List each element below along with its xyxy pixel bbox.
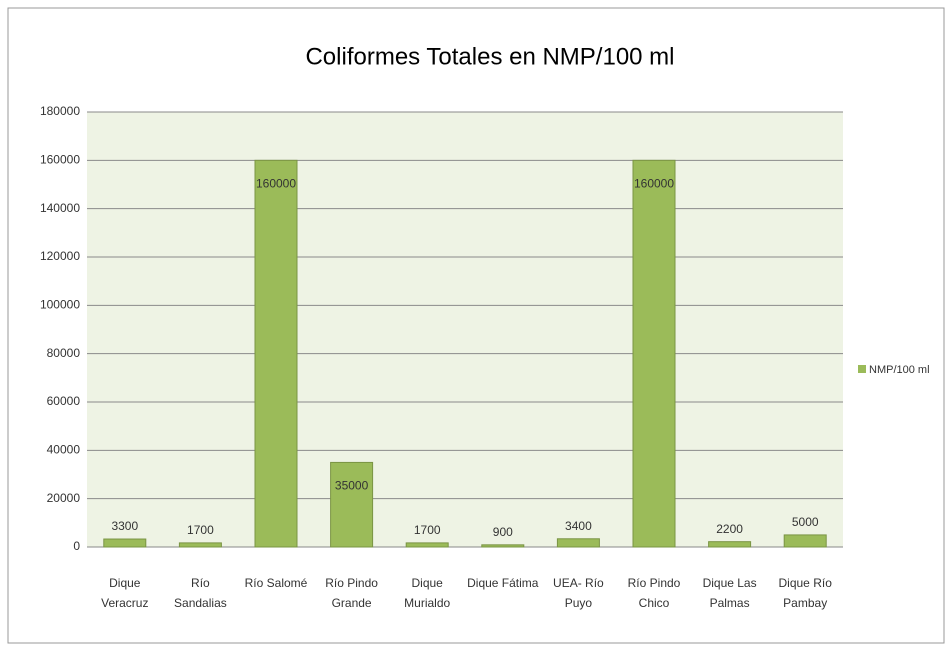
x-tick-label: Dique Las Palmas [702, 576, 757, 610]
data-label: 1700 [187, 523, 214, 537]
x-tick-label: Río Salomé [244, 576, 308, 590]
bar [330, 461, 374, 548]
y-tick-label: 40000 [47, 443, 81, 457]
y-tick-label: 20000 [47, 491, 81, 505]
y-tick-label: 0 [73, 539, 80, 553]
data-label: 900 [493, 525, 513, 539]
x-tick-label: Río Pindo Grande [325, 576, 378, 610]
y-tick-label: 140000 [40, 201, 80, 215]
legend-label: NMP/100 ml [869, 364, 930, 376]
bar [103, 538, 147, 548]
bar [481, 544, 525, 548]
y-tick-label: 80000 [47, 346, 81, 360]
bar [405, 542, 449, 548]
x-tick-label: Dique Murialdo [404, 576, 451, 610]
y-tick-label: 180000 [40, 104, 80, 118]
x-tick-label: Dique Fátima [467, 576, 539, 590]
data-label: 5000 [792, 515, 819, 529]
bar [556, 538, 600, 548]
data-label: 1700 [414, 523, 441, 537]
data-label: 35000 [335, 479, 369, 493]
data-label: 3400 [565, 519, 592, 533]
data-label: 3300 [111, 519, 138, 533]
x-tick-label: Río Pindo Chico [627, 576, 681, 610]
data-label: 160000 [634, 177, 674, 191]
x-tick-label: UEA- Río Puyo [553, 576, 604, 610]
y-tick-label: 60000 [47, 394, 81, 408]
data-label: 2200 [716, 522, 743, 536]
chart-title: Coliformes Totales en NMP/100 ml [305, 43, 674, 70]
bar [708, 541, 752, 548]
plot-area [87, 112, 843, 547]
x-tick-label: Río Sandalias [174, 576, 227, 610]
legend-swatch [858, 365, 866, 373]
y-tick-label: 160000 [40, 153, 80, 167]
bar [178, 542, 222, 548]
x-tick-label: Dique Río Pambay [778, 576, 832, 610]
y-tick-label: 100000 [40, 298, 80, 312]
data-label: 160000 [256, 177, 296, 191]
bar [254, 159, 298, 548]
x-tick-label: Dique Veracruz [101, 576, 149, 610]
bar [632, 159, 676, 548]
y-tick-label: 120000 [40, 249, 80, 263]
bar [783, 534, 827, 548]
